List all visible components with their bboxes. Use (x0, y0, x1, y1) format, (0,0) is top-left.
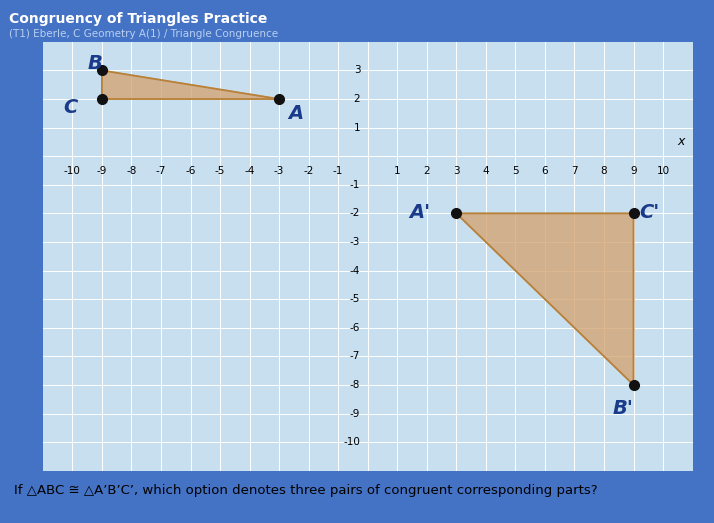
Text: (T1) Eberle, C Geometry A(1) / Triangle Congruence: (T1) Eberle, C Geometry A(1) / Triangle … (9, 29, 278, 39)
Text: x: x (678, 134, 685, 147)
Text: -7: -7 (350, 351, 361, 361)
Text: 3: 3 (353, 65, 361, 75)
Text: -5: -5 (350, 294, 361, 304)
Text: Congruency of Triangles Practice: Congruency of Triangles Practice (9, 12, 267, 26)
Text: 7: 7 (571, 166, 578, 176)
Text: 5: 5 (512, 166, 518, 176)
Text: 2: 2 (423, 166, 430, 176)
Polygon shape (102, 71, 279, 99)
Text: 6: 6 (542, 166, 548, 176)
Polygon shape (456, 213, 633, 385)
Text: -5: -5 (215, 166, 225, 176)
Text: 1: 1 (394, 166, 401, 176)
Text: -3: -3 (274, 166, 284, 176)
Text: -1: -1 (350, 180, 361, 190)
Text: A': A' (409, 203, 430, 222)
Text: 10: 10 (656, 166, 670, 176)
Text: B': B' (613, 399, 634, 417)
Text: -9: -9 (96, 166, 107, 176)
Text: 8: 8 (600, 166, 608, 176)
Text: If △ABC ≅ △A’B’C’, which option denotes three pairs of congruent corresponding p: If △ABC ≅ △A’B’C’, which option denotes … (14, 484, 598, 497)
Text: -8: -8 (350, 380, 361, 390)
Text: -9: -9 (350, 408, 361, 418)
Text: -4: -4 (350, 266, 361, 276)
Text: C: C (64, 98, 78, 117)
Text: -2: -2 (303, 166, 314, 176)
Text: -3: -3 (350, 237, 361, 247)
Text: -10: -10 (64, 166, 81, 176)
Text: A: A (288, 104, 303, 123)
Text: -6: -6 (350, 323, 361, 333)
Text: C': C' (640, 203, 660, 222)
Text: -7: -7 (156, 166, 166, 176)
Text: -10: -10 (343, 437, 361, 447)
Text: 3: 3 (453, 166, 460, 176)
Text: 9: 9 (630, 166, 637, 176)
Text: B: B (87, 54, 102, 73)
Text: -8: -8 (126, 166, 136, 176)
Text: -2: -2 (350, 208, 361, 219)
Text: -4: -4 (244, 166, 255, 176)
Text: -1: -1 (333, 166, 343, 176)
Text: 2: 2 (353, 94, 361, 104)
Text: -6: -6 (186, 166, 196, 176)
Text: 1: 1 (353, 122, 361, 133)
Text: 4: 4 (483, 166, 489, 176)
